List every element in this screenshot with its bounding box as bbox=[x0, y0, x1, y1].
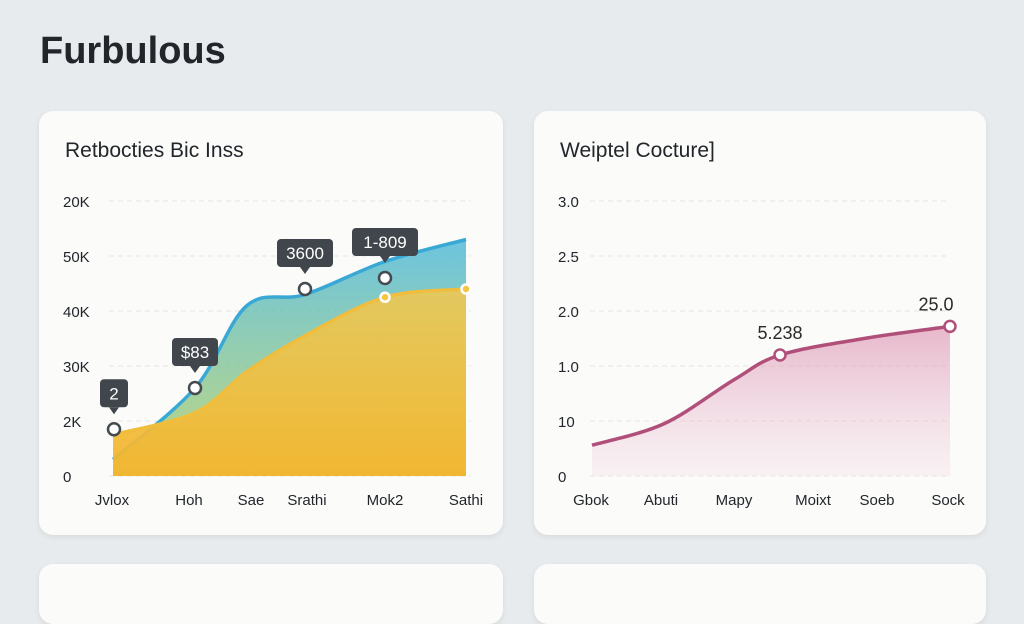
chart-plot: 0 10 1.0 2.0 2.5 3.0 Gbok Abuti Mapy Moixt Soeb Soc… bbox=[558, 194, 965, 509]
x-tick-label: Soeb bbox=[859, 492, 894, 509]
data-point bbox=[187, 380, 203, 396]
y-tick-label: 50K bbox=[63, 249, 90, 266]
data-point bbox=[773, 348, 787, 362]
y-tick-label: 10 bbox=[558, 414, 575, 431]
series-line bbox=[112, 287, 467, 437]
x-tick-label: Moixt bbox=[795, 492, 832, 509]
y-tick-label: 30K bbox=[63, 359, 90, 376]
series-line bbox=[111, 237, 467, 461]
y-tick-label: 3.0 bbox=[558, 194, 579, 211]
data-point bbox=[943, 319, 957, 334]
y-tick-label: 1.0 bbox=[558, 359, 579, 376]
data-point bbox=[379, 291, 391, 303]
chart-card-bottom-right bbox=[534, 564, 986, 624]
series-line bbox=[591, 324, 951, 447]
callout-pointer bbox=[300, 267, 310, 274]
x-tick-label: Mok2 bbox=[367, 492, 404, 509]
x-tick-label: Abuti bbox=[644, 492, 678, 509]
callout-box bbox=[172, 338, 218, 366]
y-tick-label: 2K bbox=[63, 414, 81, 431]
callout-box bbox=[100, 379, 128, 408]
y-tick-label: 40K bbox=[63, 304, 90, 321]
x-tick-label: Jvlox bbox=[95, 492, 130, 509]
data-label: 1-809 bbox=[363, 233, 406, 252]
chart-card-bottom-left bbox=[39, 564, 503, 624]
x-tick-label: Mapy bbox=[716, 492, 753, 509]
chart-title: Retbocties Bic Inss bbox=[65, 139, 244, 162]
callout-pointer bbox=[190, 366, 200, 373]
data-point bbox=[460, 283, 472, 295]
callout-pointer bbox=[380, 256, 390, 263]
chart-plot: 0 2K 30K 40K 50K 20K Jvlox Hoh Sae Srathi Mok2 Sath… bbox=[63, 194, 483, 509]
chart-title: Weiptel Cocture] bbox=[560, 139, 715, 162]
data-label: 5.238 bbox=[757, 323, 802, 343]
chart-card-left: Retbocties Bic Inss 0 2K 30K 40K 50K 20K Jvlox… bbox=[39, 111, 503, 535]
data-point bbox=[377, 270, 393, 286]
callout-box bbox=[352, 228, 418, 256]
app-title: Furbulous bbox=[40, 30, 226, 72]
callout-pointer bbox=[109, 407, 119, 415]
x-tick-label: Srathi bbox=[287, 492, 326, 509]
series-area bbox=[592, 326, 950, 476]
y-tick-label: 0 bbox=[63, 469, 71, 486]
data-label: 25.0 bbox=[918, 294, 953, 314]
x-tick-label: Gbok bbox=[573, 492, 609, 509]
data-label: 2 bbox=[109, 384, 118, 403]
x-tick-label: Sock bbox=[931, 492, 965, 509]
x-tick-label: Sae bbox=[238, 492, 265, 509]
chart-card-right: Weiptel Cocture] 0 10 1.0 2.0 2.5 3.0 Gbok Abut… bbox=[534, 111, 986, 535]
data-point bbox=[106, 422, 122, 437]
y-tick-label: 2.5 bbox=[558, 249, 579, 266]
data-point bbox=[297, 281, 313, 297]
data-label: $83 bbox=[181, 343, 209, 362]
x-tick-label: Hoh bbox=[175, 492, 203, 509]
series-area bbox=[113, 289, 466, 476]
y-tick-label: 0 bbox=[558, 469, 566, 486]
data-label: 3600 bbox=[286, 244, 324, 263]
x-tick-label: Sathi bbox=[449, 492, 483, 509]
y-tick-label: 2.0 bbox=[558, 304, 579, 321]
callout-box bbox=[277, 239, 333, 267]
y-tick-label: 20K bbox=[63, 194, 90, 211]
